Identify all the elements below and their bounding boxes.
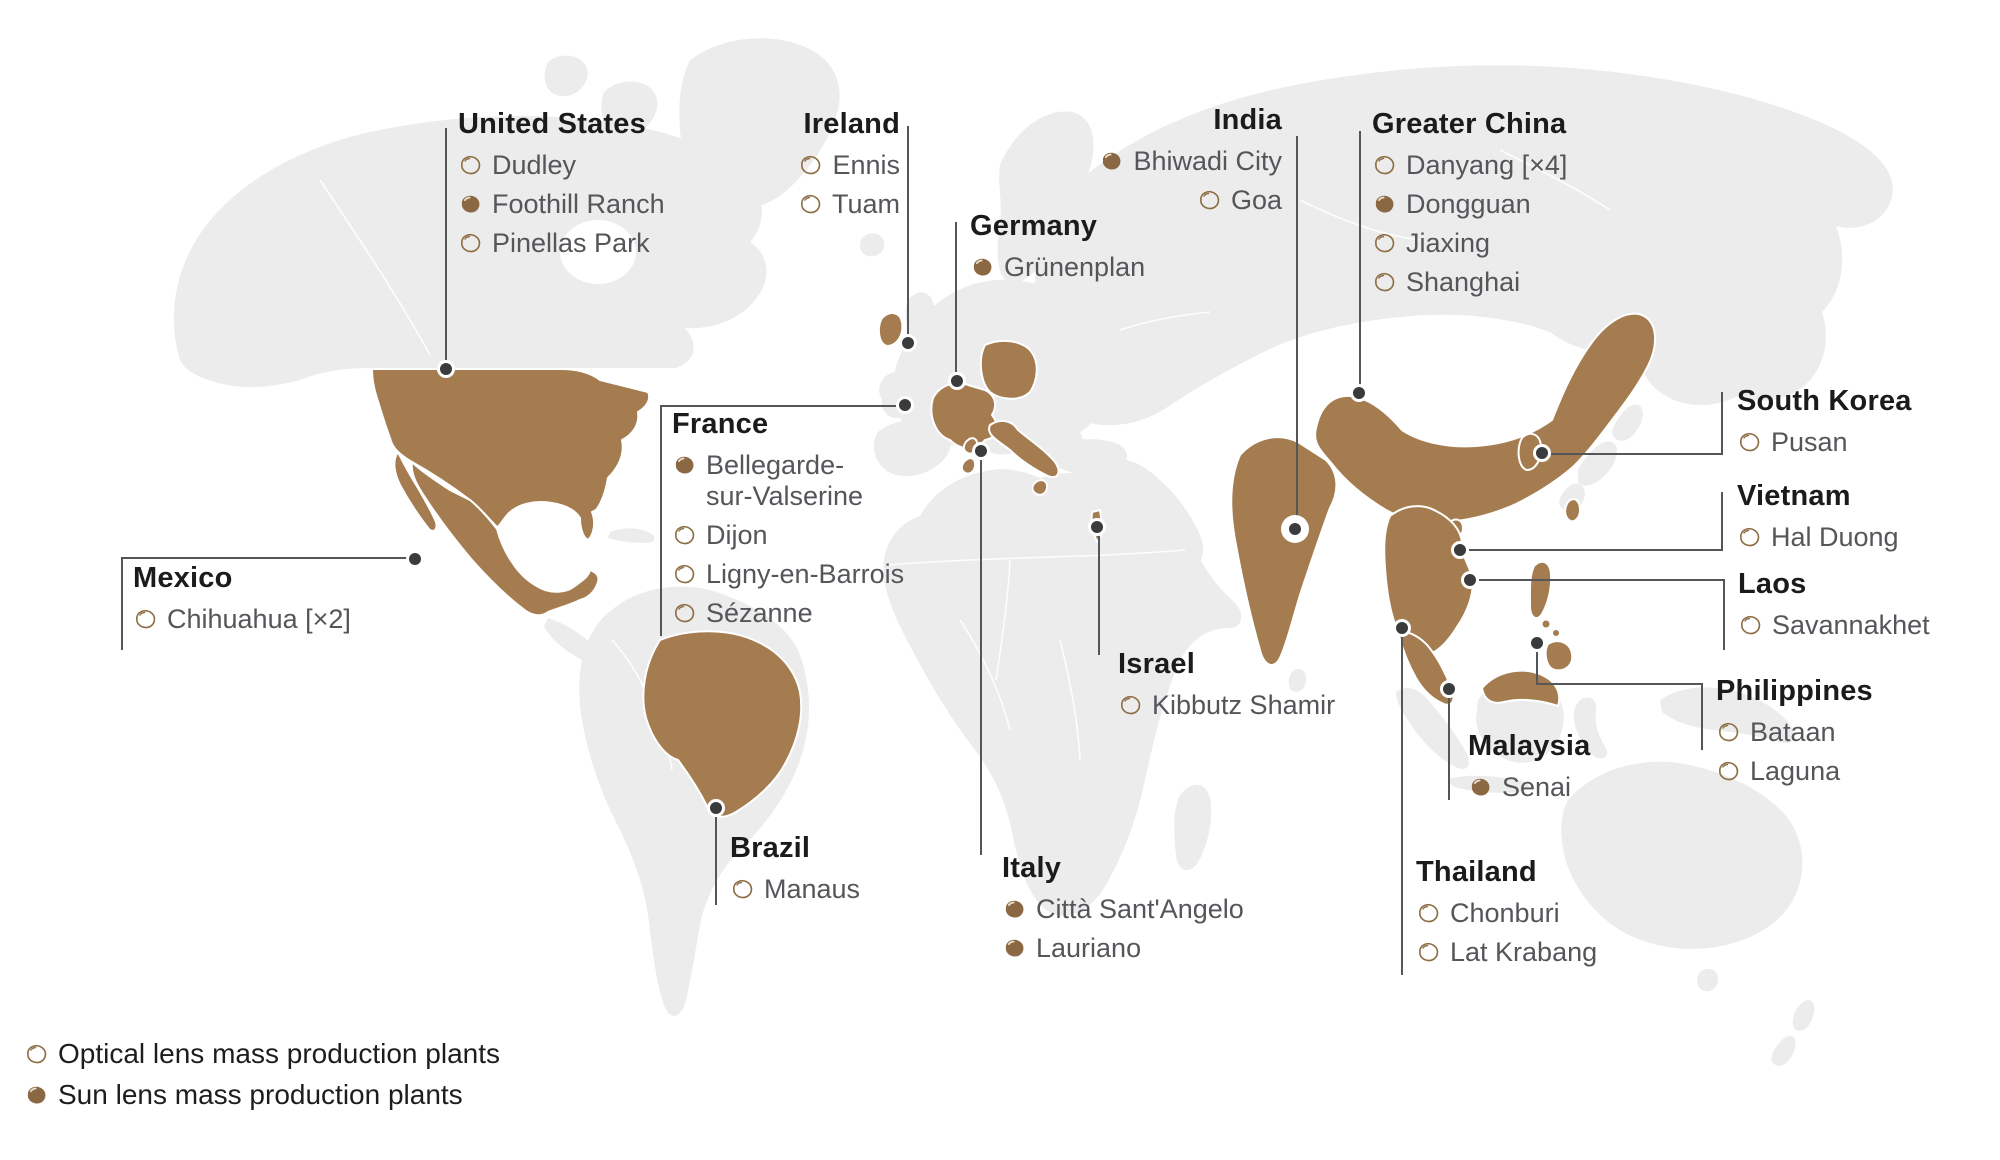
sun-lens-icon	[27, 1086, 46, 1104]
plant-location-dot	[1088, 518, 1106, 536]
leader-line	[1536, 652, 1703, 750]
optical-lens-icon	[27, 1044, 47, 1063]
legend-row-optical: Optical lens mass production plants	[24, 1038, 500, 1070]
leader-line	[1469, 492, 1723, 551]
leader-line	[121, 557, 407, 650]
continents	[173, 38, 1893, 1066]
plant-location-dot	[1440, 680, 1458, 698]
plant-location-dot	[1451, 541, 1469, 559]
plant-location-dot	[896, 396, 914, 414]
plant-location-dot	[1350, 384, 1368, 402]
leader-line	[660, 405, 896, 636]
legend-label: Sun lens mass production plants	[58, 1079, 463, 1110]
plant-location-dot	[707, 799, 725, 817]
plant-location-dot	[948, 372, 966, 390]
plant-location-dot	[1461, 571, 1479, 589]
connectors-and-dots	[121, 126, 1725, 975]
leader-line	[1479, 579, 1725, 650]
plant-location-dot	[437, 360, 455, 378]
plant-location-dot	[1528, 634, 1546, 652]
highlighted-countries	[371, 312, 1656, 818]
plant-location-dot	[1286, 520, 1304, 538]
legend-row-sun: Sun lens mass production plants	[24, 1079, 500, 1111]
leader-line	[1551, 392, 1723, 455]
plant-location-dot	[899, 334, 917, 352]
plant-location-dot	[1393, 619, 1411, 637]
legend-label: Optical lens mass production plants	[58, 1038, 500, 1069]
plant-location-dot	[972, 442, 990, 460]
legend: Optical lens mass production plants Sun l…	[24, 1038, 500, 1120]
plant-location-dot	[1533, 444, 1551, 462]
plant-location-dot	[406, 550, 424, 568]
